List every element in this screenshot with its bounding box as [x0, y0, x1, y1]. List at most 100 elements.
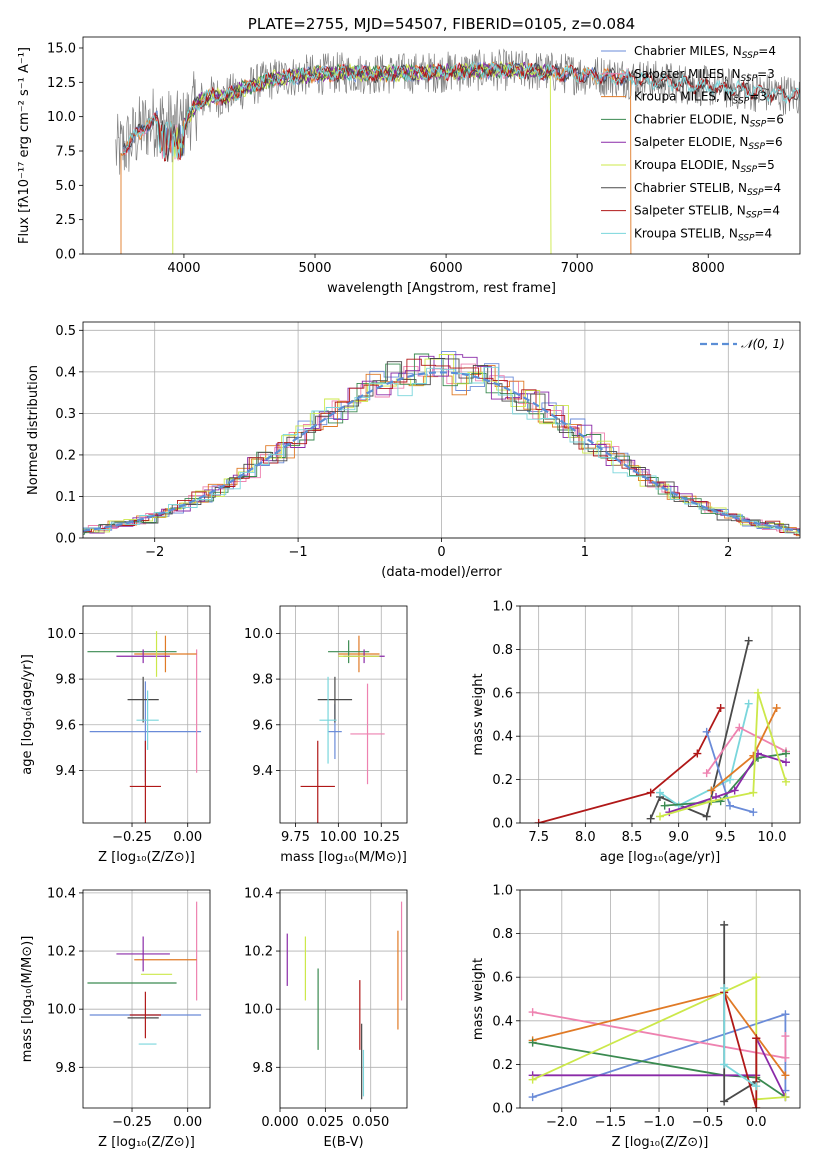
normal-curve [83, 371, 800, 532]
x-tick-label: 7000 [561, 261, 594, 276]
legend-subscript: SSP [738, 233, 755, 243]
data-point-salpeter_stelib [716, 703, 725, 712]
y-tick-label: 1.0 [492, 600, 513, 615]
legend-entry: Kroupa STELIB, NSSP=4 [634, 226, 772, 243]
x-tick-label: −0.25 [112, 1115, 152, 1130]
y-tick-label: 0.2 [492, 773, 513, 788]
legend-entry: Salpeter ELODIE, NSSP=6 [634, 135, 783, 152]
legend-entry: Salpeter MILES, NSSP=3 [634, 67, 775, 84]
legend-entry: Salpeter STELIB, NSSP=4 [634, 204, 780, 221]
spectrum-plot-area [115, 48, 800, 254]
series-line-kroupa_stelib [659, 703, 750, 807]
x-axis-label: wavelength [Angstrom, rest frame] [327, 281, 556, 296]
x-tick-label: −0.25 [112, 830, 152, 845]
x-tick-label: 0.025 [307, 1115, 344, 1130]
y-tick-label: 10.0 [244, 627, 273, 642]
data-point-salpeter_miles [781, 1053, 790, 1062]
legend-label: Salpeter ELODIE, N [634, 135, 748, 149]
y-tick-label: 12.5 [47, 76, 76, 91]
y-tick-label: 7.5 [55, 144, 76, 159]
series-line-chabrier_elodie [532, 1041, 786, 1098]
legend-subscript: SSP [748, 142, 765, 152]
legend-suffix: =6 [765, 135, 783, 149]
x-tick-label: −2 [145, 545, 164, 560]
legend: 𝒩(0, 1) [700, 337, 785, 351]
data-point-kroupa_stelib [656, 788, 664, 797]
data-point-salpeter_stelib [752, 1034, 761, 1043]
y-axis-label: Normed distribution [26, 365, 41, 495]
x-tick-label: 2 [724, 545, 732, 560]
data-point-kroupa_stelib [726, 775, 734, 784]
y-axis-label: age [log₁₀(age/yr)] [20, 654, 35, 775]
data-point-salpeter_miles [735, 723, 744, 732]
y-axis-label: mass weight [471, 673, 486, 755]
x-tick-label: 9.5 [715, 830, 736, 845]
age-vs-Z-plot-area [87, 631, 202, 823]
y-tick-label: 10.0 [244, 1003, 273, 1018]
data-point-salpeter_stelib [752, 1104, 761, 1108]
data-point-kroupa_elodie [752, 973, 761, 982]
x-axis-label: mass [log₁₀(M/M⊙)] [280, 850, 407, 865]
x-tick-label: 6000 [430, 261, 463, 276]
y-tick-label: 9.8 [252, 1061, 273, 1076]
legend-label: Chabrier STELIB, N [634, 181, 747, 195]
legend-suffix: =4 [762, 204, 780, 218]
legend-subscript: SSP [741, 165, 758, 175]
axes-frame [82, 605, 211, 824]
legend-suffix: =6 [766, 112, 784, 126]
legend-subscript: SSP [747, 188, 764, 198]
axes-frame [519, 605, 801, 824]
legend-label: Salpeter STELIB, N [634, 204, 746, 218]
legend-suffix: =4 [758, 44, 776, 58]
y-tick-label: 0.1 [55, 490, 76, 505]
y-tick-label: 0.3 [55, 407, 76, 422]
legend-entry: Chabrier ELODIE, NSSP=6 [634, 112, 784, 129]
spectrum-axes: 4000 5000 6000 7000 8000 0.0 2.5 5.0 7.5 10.0 12.5… [17, 15, 801, 296]
y-tick-label: 2.5 [55, 213, 76, 228]
age-vs-mass-plot-area [300, 635, 385, 823]
x-tick-label: −1.0 [643, 1115, 675, 1130]
data-point-salpeter_elodie [730, 786, 739, 795]
x-tick-label: 10.00 [320, 830, 357, 845]
data-point-salpeter_stelib [693, 749, 702, 758]
data-point-kroupa_miles [707, 786, 716, 795]
x-axis-label: E(B-V) [323, 1135, 363, 1150]
x-axis-label: Z [log₁₀(Z/Z⊙)] [98, 1135, 195, 1150]
series-line-salpeter_stelib [723, 992, 758, 1108]
axes-frame [279, 605, 408, 824]
axes-frame [82, 321, 801, 539]
y-tick-label: 9.4 [252, 764, 273, 779]
x-tick-label: −0.5 [692, 1115, 724, 1130]
x-tick-label: 0.000 [261, 1115, 298, 1130]
series-line-kroupa_stelib [723, 988, 757, 1087]
data-point-salpeter_miles [528, 1008, 537, 1017]
legend-suffix: =4 [754, 226, 772, 240]
legend-entry: Kroupa ELODIE, NSSP=5 [634, 158, 775, 175]
data-point-kroupa_miles [772, 703, 781, 712]
y-tick-label: 0.2 [55, 448, 76, 463]
massweight-vs-age-axes: 7.5 8.0 8.5 9.0 9.5 10.0 0.0 0.2 0.4 0.6 0.8 1.0 age… [471, 600, 801, 865]
model-spectrum-chabrier_elodie [183, 62, 552, 122]
legend-label: Kroupa STELIB, N [634, 226, 738, 240]
data-point-salpeter_elodie [782, 758, 790, 767]
y-tick-label: 10.0 [47, 110, 76, 125]
y-tick-label: 0.0 [492, 1102, 513, 1117]
y-axis-label: mass weight [471, 958, 486, 1040]
residual-hist-axes: −2 −1 0 1 2 0.0 0.1 0.2 0.3 0.4 0.5 (data-model)/er… [26, 321, 801, 580]
data-point-chabrier_miles [528, 1093, 537, 1102]
y-tick-label: 0.8 [492, 643, 513, 658]
data-point-chabrier_stelib [720, 920, 729, 929]
data-point-kroupa_miles [781, 1071, 790, 1080]
legend-entry: Kroupa MILES, NSSP=3 [634, 90, 767, 107]
x-axis-label: Z [log₁₀(Z/Z⊙)] [612, 1135, 709, 1150]
data-point-chabrier_stelib [646, 814, 655, 823]
axes-frame [519, 889, 801, 1109]
axes-frame [82, 36, 801, 255]
data-point-kroupa_stelib [720, 984, 729, 993]
data-point-chabrier_miles [749, 808, 758, 817]
x-tick-label: 0.00 [173, 830, 202, 845]
legend-subscript: SSP [741, 74, 758, 84]
series-line-salpeter_stelib [538, 707, 722, 823]
legend-label: Kroupa ELODIE, N [634, 158, 741, 172]
